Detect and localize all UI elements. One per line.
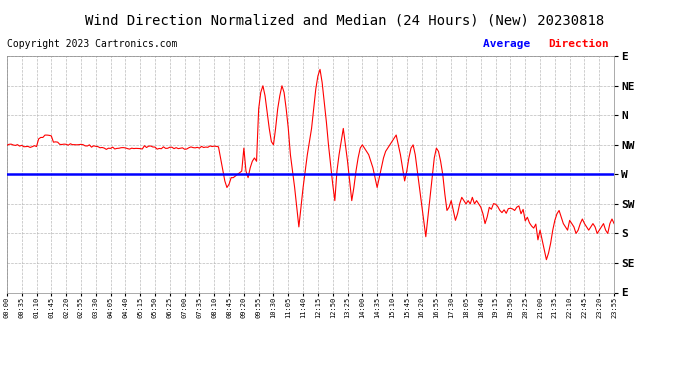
Text: Copyright 2023 Cartronics.com: Copyright 2023 Cartronics.com (7, 39, 177, 50)
Text: Direction: Direction (549, 39, 609, 50)
Text: Average: Average (483, 39, 537, 50)
Text: Wind Direction Normalized and Median (24 Hours) (New) 20230818: Wind Direction Normalized and Median (24… (86, 13, 604, 27)
